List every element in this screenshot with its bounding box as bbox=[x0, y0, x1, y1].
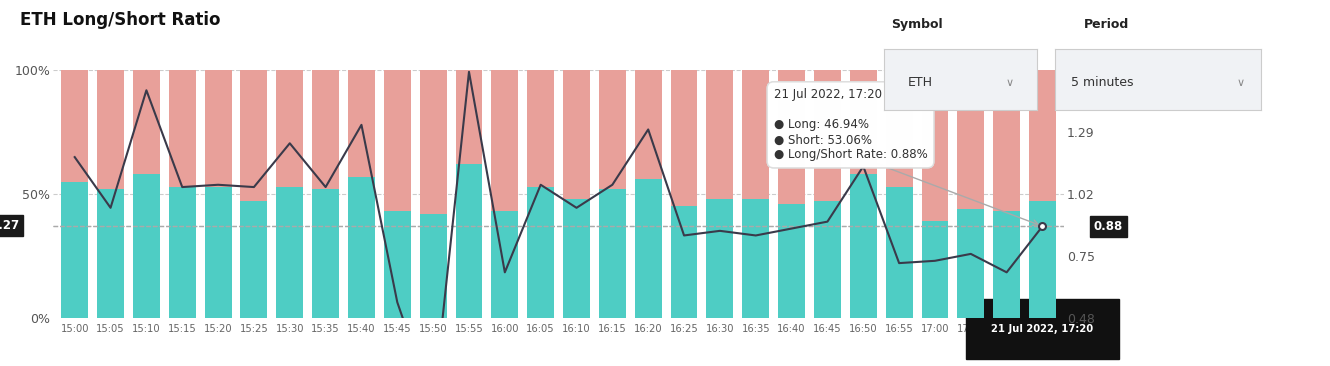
Text: ETH: ETH bbox=[907, 76, 932, 89]
Bar bbox=[491, 70, 519, 212]
Bar bbox=[313, 189, 339, 318]
Text: 21 Jul 2022, 17:20

● Long: 46.94%
● Short: 53.06%
● Long/Short Rate: 0.88%: 21 Jul 2022, 17:20 ● Long: 46.94% ● Shor… bbox=[774, 88, 927, 161]
Bar bbox=[241, 201, 267, 318]
Text: ∨: ∨ bbox=[1236, 78, 1245, 87]
Bar bbox=[348, 70, 375, 176]
Bar bbox=[742, 199, 769, 318]
Bar bbox=[1029, 70, 1056, 201]
Bar bbox=[169, 187, 196, 318]
Text: ETH Long/Short Ratio: ETH Long/Short Ratio bbox=[20, 11, 221, 29]
Bar bbox=[169, 70, 196, 187]
Bar bbox=[778, 70, 805, 204]
Text: Period: Period bbox=[1084, 18, 1129, 31]
Bar bbox=[922, 221, 948, 318]
Bar bbox=[456, 164, 483, 318]
Bar bbox=[384, 70, 411, 212]
Bar bbox=[634, 179, 661, 318]
Bar bbox=[97, 189, 124, 318]
Bar bbox=[527, 187, 555, 318]
Bar bbox=[886, 187, 912, 318]
Bar bbox=[922, 70, 948, 221]
Text: Symbol: Symbol bbox=[891, 18, 943, 31]
Bar bbox=[205, 70, 231, 187]
Bar bbox=[491, 212, 519, 318]
Bar bbox=[384, 212, 411, 318]
Bar bbox=[814, 201, 841, 318]
Bar bbox=[778, 204, 805, 318]
Bar bbox=[994, 70, 1020, 212]
Bar bbox=[958, 70, 984, 209]
Bar bbox=[598, 189, 626, 318]
Bar bbox=[886, 70, 912, 187]
Bar bbox=[133, 174, 160, 318]
Bar bbox=[670, 70, 697, 206]
Bar bbox=[850, 174, 876, 318]
Bar bbox=[61, 70, 88, 182]
Text: 21 Jul 2022, 17:20

● Long: 46.94%
● Short: 53.06%
● Long/Short Rate: 0.88%: 21 Jul 2022, 17:20 ● Long: 46.94% ● Shor… bbox=[774, 88, 927, 161]
Bar bbox=[850, 70, 876, 174]
Bar bbox=[527, 70, 555, 187]
Text: 37.27: 37.27 bbox=[0, 219, 19, 232]
Text: 0.88: 0.88 bbox=[1093, 220, 1123, 233]
Bar bbox=[706, 199, 733, 318]
Bar bbox=[742, 70, 769, 199]
Bar bbox=[1029, 201, 1056, 318]
Bar bbox=[706, 70, 733, 199]
Bar bbox=[348, 176, 375, 318]
Bar bbox=[420, 70, 447, 214]
Text: 5 minutes: 5 minutes bbox=[1071, 76, 1133, 89]
Bar bbox=[420, 214, 447, 318]
Bar bbox=[241, 70, 267, 201]
Bar bbox=[205, 187, 231, 318]
Bar bbox=[563, 199, 591, 318]
Text: ∨: ∨ bbox=[1005, 78, 1013, 87]
Bar bbox=[598, 70, 626, 189]
Bar bbox=[97, 70, 124, 189]
Bar bbox=[277, 70, 303, 187]
Bar bbox=[994, 212, 1020, 318]
Bar bbox=[670, 206, 697, 318]
Bar bbox=[563, 70, 591, 199]
Bar bbox=[456, 70, 483, 164]
Bar bbox=[277, 187, 303, 318]
Bar bbox=[958, 209, 984, 318]
Bar bbox=[61, 182, 88, 318]
Bar bbox=[634, 70, 661, 179]
Bar bbox=[814, 70, 841, 201]
Bar bbox=[313, 70, 339, 189]
Bar bbox=[133, 70, 160, 174]
